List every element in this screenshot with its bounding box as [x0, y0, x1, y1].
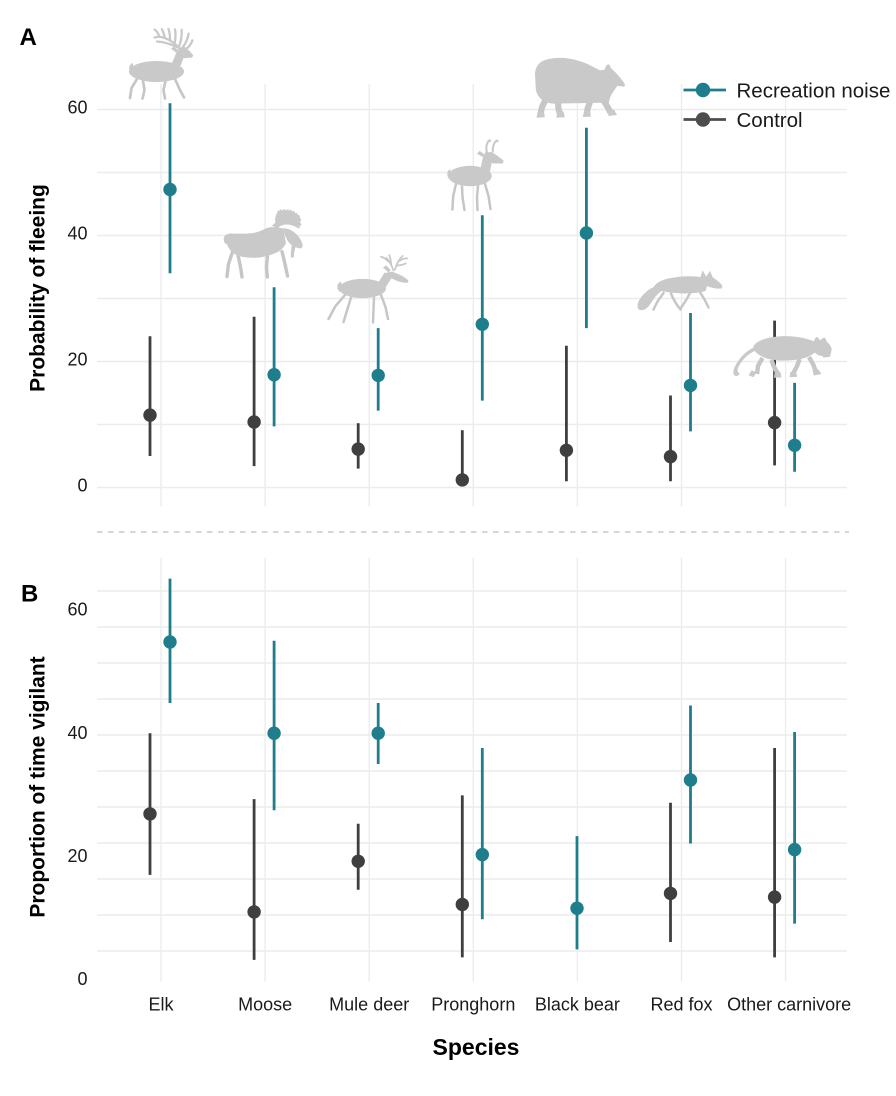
- svg-text:Red fox: Red fox: [650, 995, 712, 1015]
- svg-text:Probability of fleeing: Probability of fleeing: [27, 184, 50, 392]
- svg-text:Proportion of time vigilant: Proportion of time vigilant: [27, 656, 50, 917]
- svg-text:20: 20: [67, 846, 87, 866]
- svg-text:0: 0: [77, 969, 87, 989]
- svg-text:Species: Species: [433, 1034, 520, 1060]
- svg-text:Mule deer: Mule deer: [329, 995, 409, 1015]
- svg-text:B: B: [21, 581, 38, 608]
- svg-text:60: 60: [67, 600, 87, 620]
- svg-text:40: 40: [67, 223, 87, 243]
- svg-text:Recreation noise: Recreation noise: [737, 79, 891, 102]
- svg-text:A: A: [20, 24, 37, 51]
- svg-text:0: 0: [77, 475, 87, 495]
- svg-text:Other carnivore: Other carnivore: [727, 995, 851, 1015]
- svg-text:20: 20: [67, 349, 87, 369]
- svg-text:Pronghorn: Pronghorn: [431, 995, 515, 1015]
- svg-text:Control: Control: [737, 109, 803, 132]
- svg-text:Elk: Elk: [148, 995, 174, 1015]
- svg-text:Moose: Moose: [238, 995, 292, 1015]
- svg-text:40: 40: [67, 723, 87, 743]
- svg-text:60: 60: [67, 97, 87, 117]
- svg-text:Black bear: Black bear: [535, 995, 620, 1015]
